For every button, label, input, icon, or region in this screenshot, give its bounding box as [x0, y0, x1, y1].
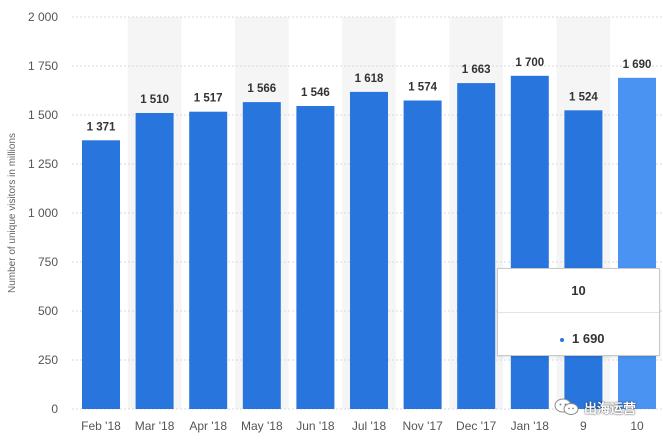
bar-value-label: 1 510: [140, 94, 169, 106]
x-axis-ticks: Feb '18 Mar '18 Apr '18 May '18 Jun '18 Jul '…: [81, 419, 644, 433]
bar[interactable]: [242, 102, 281, 409]
x-tick-label: Jan '18: [511, 419, 550, 433]
series-dot-icon: [560, 337, 564, 342]
bar[interactable]: [403, 100, 442, 410]
y-tick-label: 1 250: [28, 157, 58, 171]
x-tick-label: Jul '18: [352, 419, 387, 433]
y-tick-label: 250: [38, 353, 58, 367]
bar-value-label: 1 700: [515, 57, 544, 69]
bar[interactable]: [618, 77, 656, 410]
watermark: 出海运营: [554, 396, 636, 418]
x-tick-label: Jun '18: [296, 419, 335, 433]
x-tick-label: Apr '18: [189, 419, 227, 433]
bar-value-label: 1 663: [462, 64, 491, 76]
bar-value-label: 1 574: [408, 82, 437, 94]
y-tick-label: 1 750: [28, 59, 58, 73]
x-tick-label: Feb '18: [81, 419, 121, 433]
x-tick-label: 9: [580, 419, 587, 433]
bar-value-label: 1 566: [247, 83, 276, 95]
x-tick-label: May '18: [241, 419, 283, 433]
x-tick-label: Nov '17: [402, 419, 443, 433]
y-tick-label: 1 000: [28, 206, 58, 220]
y-tick-label: 0: [51, 402, 58, 416]
bar-value-label: 1 690: [623, 59, 652, 71]
x-tick-label: Dec '17: [456, 419, 497, 433]
bar[interactable]: [189, 111, 228, 409]
bars: [82, 75, 656, 410]
bar[interactable]: [457, 83, 496, 409]
y-tick-label: 2 000: [28, 10, 58, 24]
y-tick-label: 750: [38, 255, 58, 269]
watermark-text: 出海运营: [584, 400, 637, 416]
tooltip-row: 1 690: [560, 331, 605, 346]
bar[interactable]: [350, 91, 388, 410]
bar[interactable]: [82, 140, 120, 410]
y-axis-label: Number of unique visitors in millions: [7, 133, 18, 293]
bar-value-label: 1 371: [87, 121, 116, 133]
y-axis-ticks: 0 250 500 750 1 000 1 250 1 500 1 750 2 000: [28, 10, 58, 416]
bar-value-label: 1 517: [194, 93, 223, 105]
value-labels: 1 371 1 510 1 517 1 566 1 546 1 618 1 574 1 663…: [87, 57, 652, 134]
bar-value-label: 1 618: [355, 73, 384, 85]
bar[interactable]: [564, 110, 603, 410]
x-tick-label: Mar '18: [135, 419, 175, 433]
tooltip-title: 10: [571, 283, 586, 298]
bar-value-label: 1 524: [569, 91, 598, 103]
y-tick-label: 1 500: [28, 108, 58, 122]
tooltip-value: 1 690: [572, 331, 605, 346]
bar-value-label: 1 546: [301, 87, 330, 99]
x-tick-label: 10: [630, 419, 644, 433]
bar[interactable]: [135, 113, 174, 409]
y-tick-label: 500: [38, 304, 58, 318]
tooltip: 10 1 690: [497, 268, 660, 356]
tooltip-divider: [498, 312, 659, 313]
bar[interactable]: [296, 106, 335, 409]
bar[interactable]: [510, 75, 549, 410]
wechat-chat-bubbles-icon: [554, 398, 579, 415]
